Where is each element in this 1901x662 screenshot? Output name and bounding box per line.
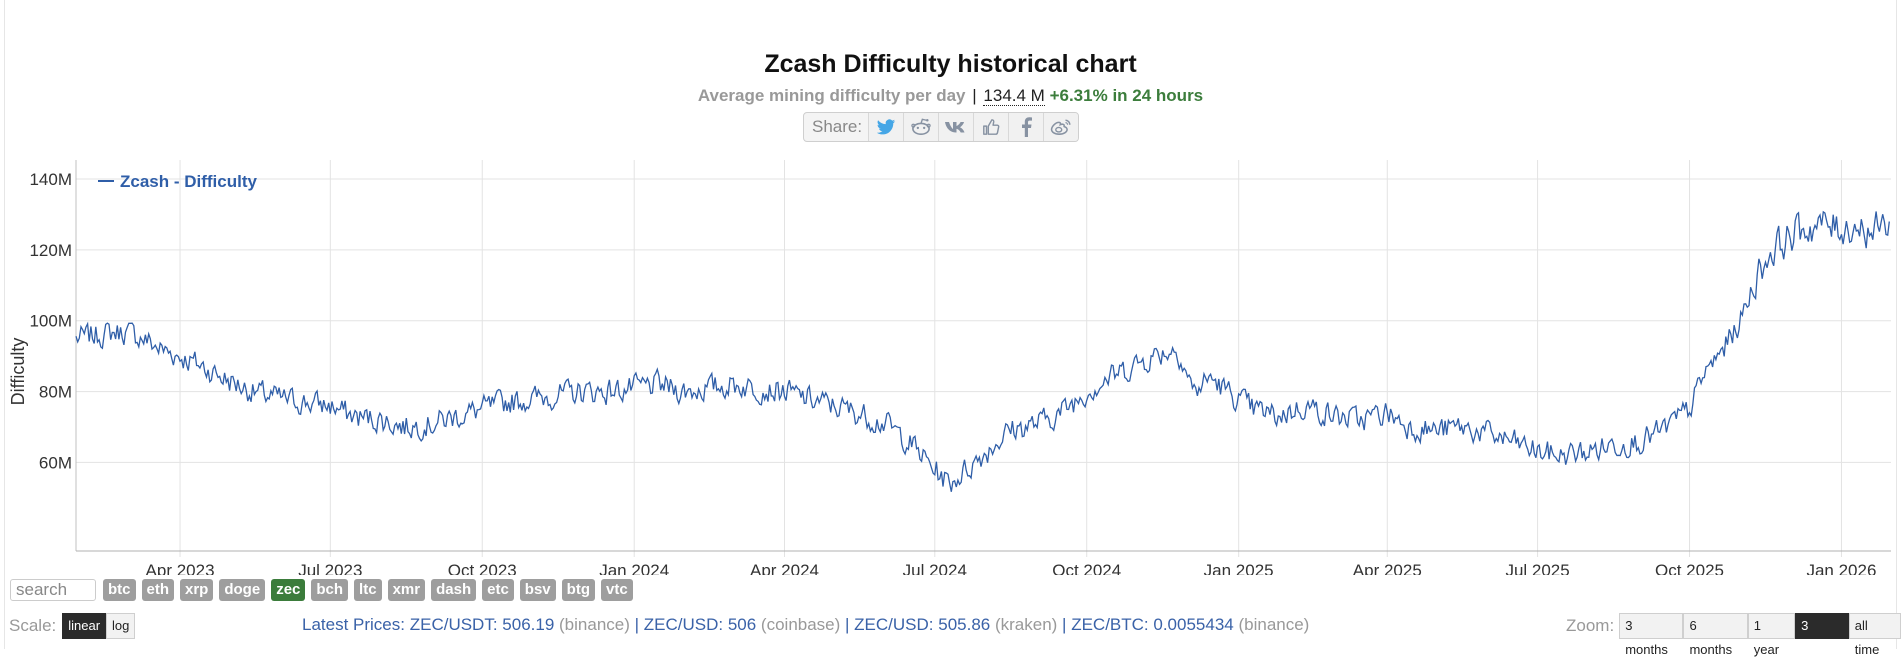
coin-tag-xrp[interactable]: xrp [180, 579, 214, 601]
share-bar: Share: [803, 112, 1080, 142]
coin-tag-ltc[interactable]: ltc [354, 579, 382, 601]
y-tick-label: 140M [29, 170, 72, 189]
price-source: (kraken) [994, 615, 1058, 634]
scale-linear-button[interactable]: linear [62, 613, 107, 639]
zoom-1-year-button[interactable]: 1 year [1747, 613, 1796, 657]
coin-tag-bch[interactable]: bch [311, 579, 349, 601]
coin-tag-eth[interactable]: eth [141, 579, 174, 601]
x-axis-ticks: Apr 2023 Jul 2023 Oct 2023 Jan 2024 Apr 2024… [146, 561, 1877, 575]
zoom-control: Zoom: 3 months 6 months 1 year 3 years all t… [1566, 613, 1901, 657]
x-tick-label: Apr 2023 [146, 561, 215, 575]
reddit-icon[interactable] [903, 113, 939, 141]
weibo-icon[interactable] [1043, 113, 1079, 141]
price-value[interactable]: 506.19 [502, 615, 560, 634]
coin-tag-bsv[interactable]: bsv [519, 579, 556, 601]
price-separator: | [629, 615, 644, 634]
price-source: (coinbase) [760, 615, 841, 634]
coin-tag-btg[interactable]: btg [561, 579, 595, 601]
coin-tag-dash[interactable]: dash [431, 579, 477, 601]
x-tick-label: Jul 2023 [298, 561, 362, 575]
subtitle-text: Average mining difficulty per day [697, 86, 966, 105]
scale-options: linear log [62, 613, 136, 639]
chart-grid [76, 160, 1891, 557]
coin-selector: search btc eth xrp doge zec bch ltc xmr dash etc b… [10, 579, 639, 601]
like-icon[interactable] [973, 113, 1009, 141]
coin-tag-etc[interactable]: etc [482, 579, 514, 601]
latest-prices: Latest Prices: ZEC/USDT: 506.19 (binance… [302, 615, 1309, 635]
price-pair[interactable]: ZEC/USD: [854, 615, 939, 634]
price-value[interactable]: 506 [727, 615, 761, 634]
page-frame [4, 0, 1897, 649]
x-tick-label: Oct 2024 [1052, 561, 1121, 575]
zoom-3-months-button[interactable]: 3 months [1619, 613, 1684, 657]
price-pair[interactable]: ZEC/USD: [643, 615, 728, 634]
zoom-options: 3 months 6 months 1 year 3 years all time [1619, 613, 1901, 657]
price-pair[interactable]: ZEC/BTC: [1071, 615, 1154, 634]
legend-label: Zcash - Difficulty [120, 172, 258, 191]
x-tick-label: Oct 2023 [448, 561, 517, 575]
series-line-zcash-difficulty [75, 210, 1890, 492]
zoom-all-time-button[interactable]: all time [1848, 613, 1901, 657]
coin-tag-btc[interactable]: btc [103, 579, 136, 601]
x-tick-label: Apr 2024 [750, 561, 819, 575]
prices-label: Latest Prices: [302, 615, 410, 634]
x-tick-label: Apr 2025 [1353, 561, 1422, 575]
scale-log-button[interactable]: log [106, 613, 136, 639]
x-tick-label: Jan 2024 [599, 561, 669, 575]
zoom-6-months-button[interactable]: 6 months [1683, 613, 1748, 657]
y-axis-ticks: 60M 80M 100M 120M 140M [29, 170, 72, 472]
y-tick-label: 100M [29, 312, 72, 331]
price-source: (binance) [559, 615, 630, 634]
difficulty-chart: 60M 80M 100M 120M 140M Apr 2023 Jul 2023 Oct 2… [8, 160, 1891, 575]
twitter-icon[interactable] [868, 113, 904, 141]
x-tick-label: Oct 2025 [1655, 561, 1724, 575]
change-suffix: in 24 hours [1112, 86, 1204, 105]
price-source: (binance) [1238, 615, 1310, 634]
x-tick-label: Jan 2025 [1204, 561, 1274, 575]
y-tick-label: 120M [29, 241, 72, 260]
price-value[interactable]: 0.0055434 [1153, 615, 1239, 634]
price-separator: | [1057, 615, 1072, 634]
vk-icon[interactable] [938, 113, 974, 141]
chart-subtitle: Average mining difficulty per day | 134.… [0, 86, 1901, 106]
x-tick-label: Jul 2025 [1505, 561, 1569, 575]
y-tick-label: 80M [39, 383, 72, 402]
current-difficulty: 134.4 M [983, 86, 1045, 106]
zoom-3-years-button[interactable]: 3 years [1795, 613, 1849, 657]
y-axis-label: Difficulty [8, 338, 28, 406]
price-pair[interactable]: ZEC/USDT: [409, 615, 503, 634]
change-value: +6.31% [1049, 86, 1108, 105]
price-separator: | [840, 615, 855, 634]
zoom-label: Zoom: [1566, 616, 1615, 635]
search-input[interactable]: search [10, 579, 96, 601]
coin-tag-zec[interactable]: zec [271, 579, 306, 601]
coin-tag-doge[interactable]: doge [219, 579, 266, 601]
legend[interactable]: Zcash - Difficulty [98, 172, 258, 191]
price-value[interactable]: 505.86 [938, 615, 995, 634]
chart-title: Zcash Difficulty historical chart [764, 50, 1137, 78]
share-label: Share: [812, 117, 863, 136]
scale-label: Scale: [9, 616, 57, 635]
x-tick-label: Jan 2026 [1806, 561, 1876, 575]
coin-tag-list: btc eth xrp doge zec bch ltc xmr dash etc bsv btg vt… [103, 579, 639, 601]
coin-tag-vtc[interactable]: vtc [600, 579, 633, 601]
coin-tag-xmr[interactable]: xmr [387, 579, 426, 601]
facebook-icon[interactable] [1008, 113, 1044, 141]
subtitle-separator: | [972, 86, 977, 105]
scale-control: Scale: linear log [9, 613, 136, 639]
x-tick-label: Jul 2024 [903, 561, 967, 575]
y-tick-label: 60M [39, 453, 72, 472]
